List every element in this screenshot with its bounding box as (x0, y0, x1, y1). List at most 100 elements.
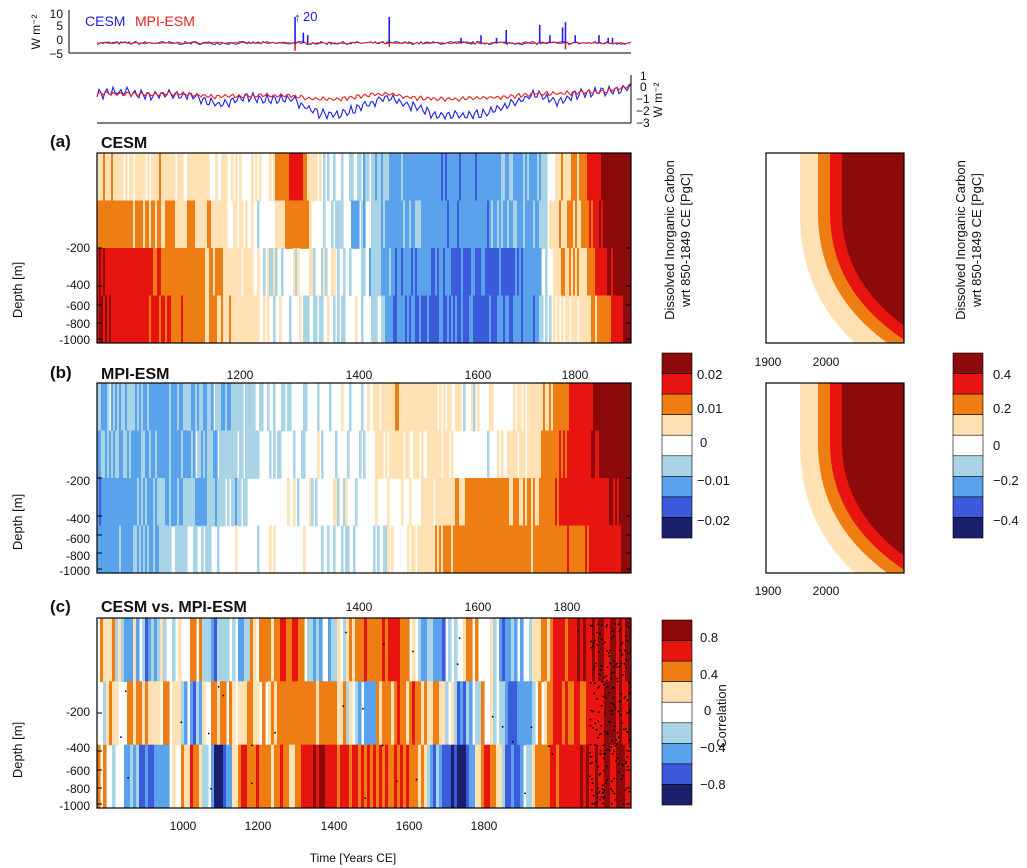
field-cell (545, 478, 548, 527)
field-cell (597, 295, 600, 343)
field-cell (589, 153, 592, 202)
field-cell (197, 383, 200, 432)
field-cell (157, 200, 160, 249)
field-cell (507, 295, 510, 343)
field-cell (628, 744, 631, 808)
field-cell (411, 383, 414, 432)
field-cell (447, 153, 450, 202)
field-cell (513, 478, 516, 527)
field-cell (267, 295, 270, 343)
field-cell (586, 681, 590, 746)
field-cell (223, 618, 227, 683)
field-cell (535, 478, 538, 527)
field-cell (327, 525, 330, 573)
field-cell (277, 744, 281, 808)
field-cell (425, 295, 428, 343)
significance-dot (592, 794, 595, 797)
field-cell (143, 430, 146, 479)
field-cell (473, 383, 476, 432)
significance-dot (607, 748, 609, 751)
field-cell (119, 525, 122, 573)
field-cell (169, 153, 172, 202)
field-cell (243, 478, 246, 527)
field-cell (185, 248, 188, 297)
field-cell (447, 430, 450, 479)
field-cell (580, 618, 584, 683)
field-cell (459, 295, 462, 343)
future-band (842, 153, 904, 343)
field-cell (167, 153, 170, 202)
field-cell (142, 681, 146, 746)
forcing-bottom-traces (96, 82, 632, 121)
field-cell (591, 478, 594, 527)
field-cell (427, 200, 430, 249)
field-cell (387, 525, 390, 573)
field-cell (495, 248, 498, 297)
field-cell (189, 430, 192, 479)
field-cell (561, 200, 564, 249)
field-cell (505, 153, 508, 202)
field-cell (291, 153, 294, 202)
significance-dot (591, 778, 593, 780)
field-cell (145, 295, 148, 343)
future-panel-a: 1900 2000 (755, 152, 905, 369)
field-cell (301, 681, 305, 746)
field-cell (139, 383, 142, 432)
field-cell (379, 681, 383, 746)
field-cell (471, 478, 474, 527)
field-cell (153, 525, 156, 573)
significance-dot (610, 746, 613, 748)
field-cell (601, 383, 604, 432)
field-cell (343, 744, 347, 808)
field-cell (405, 200, 408, 249)
field-cell (117, 295, 120, 343)
significance-dot (613, 687, 616, 689)
field-cell (393, 383, 396, 432)
field-cell (561, 295, 564, 343)
field-cell (161, 248, 164, 297)
significance-dot (589, 762, 592, 765)
field-cell (535, 744, 539, 808)
field-cell (457, 383, 460, 432)
legend-cesm: CESM (85, 13, 125, 29)
colorbar-swatch (952, 414, 984, 436)
colorbar-large-tick: 0 (993, 438, 1000, 453)
colorbar-large-tick: 0.4 (993, 367, 1011, 382)
field-cell (423, 383, 426, 432)
field-cell (373, 681, 377, 746)
field-cell (237, 478, 240, 527)
field-cell (479, 153, 482, 202)
field-cell (379, 430, 382, 479)
significance-dot (458, 637, 461, 639)
field-cell (135, 383, 138, 432)
field-cell (459, 248, 462, 297)
field-cell (511, 618, 515, 683)
field-cell (397, 383, 400, 432)
significance-dot (611, 630, 614, 632)
field-cell (157, 744, 161, 808)
field-cell (259, 618, 263, 683)
field-cell (245, 248, 248, 297)
field-cell (358, 681, 362, 746)
field-cell (519, 295, 522, 343)
field-cell (587, 153, 590, 202)
field-cell (115, 525, 118, 573)
field-cell (205, 295, 208, 343)
field-cell (199, 383, 202, 432)
field-cell (467, 478, 470, 527)
field-cell (463, 525, 466, 573)
field-cell (147, 430, 150, 479)
colorbar-swatch (661, 434, 693, 457)
field-cell (322, 744, 326, 808)
field-cell (465, 478, 468, 527)
field-cell (475, 681, 479, 746)
field-cell (503, 200, 506, 249)
field-cell (535, 525, 538, 573)
field-cell (379, 248, 382, 297)
field-cell (257, 430, 260, 479)
field-cell (165, 525, 168, 573)
field-cell (363, 153, 366, 202)
field-cell (391, 618, 395, 683)
field-cell (489, 200, 492, 249)
field-cell (495, 295, 498, 343)
